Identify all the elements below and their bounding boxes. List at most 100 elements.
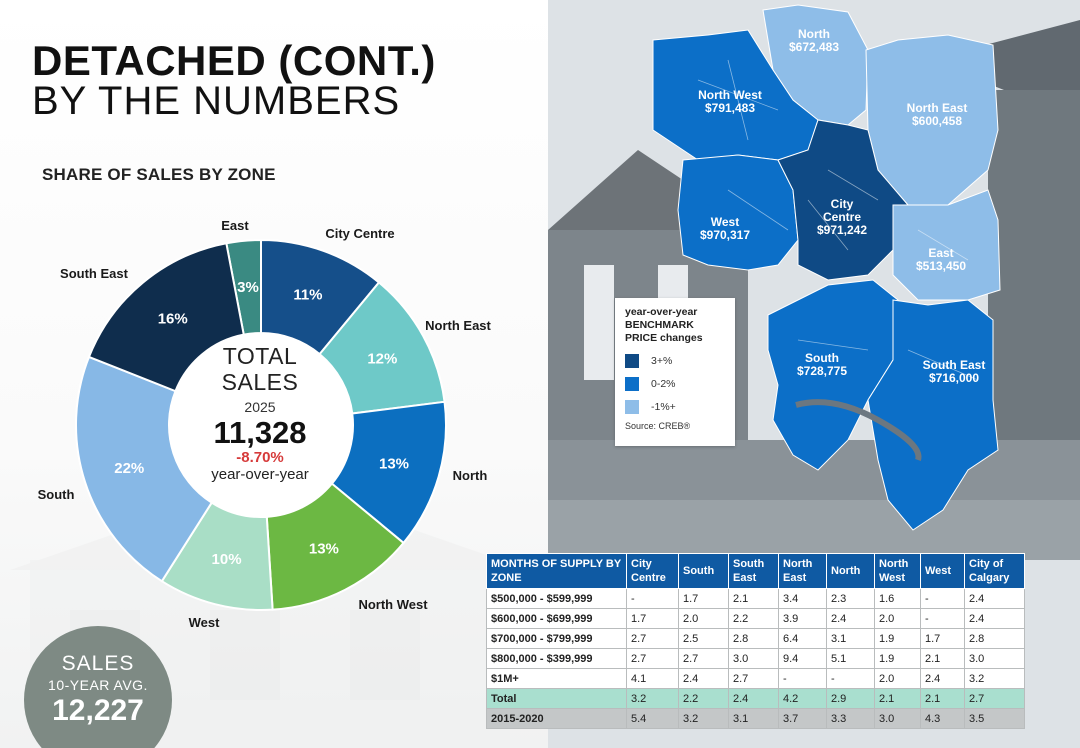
ten-year-avg-badge: SALES 10-YEAR AVG. 12,227 [24, 626, 172, 748]
slice-percent-label: 13% [309, 540, 339, 557]
row-label: $500,000 - $599,999 [486, 588, 627, 609]
slice-percent-label: 16% [158, 310, 188, 327]
table-cell: - [778, 668, 827, 689]
map-zone-label: North $672,483 [789, 27, 839, 54]
table-cell: 4.1 [626, 668, 679, 689]
zone-label: North East [425, 318, 491, 333]
column-header: City Centre [626, 553, 679, 589]
section-title: SHARE OF SALES BY ZONE [42, 165, 276, 184]
total-label-line2: SALES [221, 369, 299, 395]
table-row: $1M+ 4.1 2.4 2.7- -2.0 2.4 3.2 [486, 668, 1025, 689]
table-row: $600,000 - $699,999 1.7 2.0 2.2 3.9 2.4 2.0-2.… [486, 608, 1025, 629]
table-cell: 3.5 [964, 708, 1025, 729]
legend-item: 0-2% [625, 377, 725, 391]
table-cell: 3.2 [678, 708, 729, 729]
table-cell: 2.4 [678, 668, 729, 689]
slice-percent-label: 13% [379, 456, 409, 473]
total-value: 11,328 [213, 415, 307, 450]
page-title: DETACHED (CONT.) [32, 37, 436, 84]
column-header: City of Calgary [964, 553, 1025, 589]
legend-label: 3+% [651, 355, 673, 367]
table-cell: 2.7 [626, 648, 679, 669]
zone-label: West [189, 615, 220, 630]
legend-label: 0-2% [651, 378, 676, 390]
table-cell: - [626, 588, 679, 609]
table-cell: 4.2 [778, 688, 827, 709]
column-header: North East [778, 553, 827, 589]
table-cell: 6.4 [778, 628, 827, 649]
legend-source: Source: CREB® [625, 421, 691, 431]
legend-swatch [625, 354, 639, 368]
total-change: -8.70% [236, 449, 284, 466]
table-cell: 1.7 [678, 588, 729, 609]
table-cell: 2.1 [920, 688, 965, 709]
table-cell: 1.9 [874, 628, 921, 649]
map-zone-label: East $513,450 [916, 246, 966, 273]
slice-percent-label: 10% [212, 551, 242, 568]
legend-title: year-over-year BENCHMARK PRICE changes [625, 306, 703, 344]
legend-swatch [625, 400, 639, 414]
column-header: South [678, 553, 729, 589]
table-cell: - [826, 668, 875, 689]
table-cell: 3.4 [778, 588, 827, 609]
table-cell: 1.7 [626, 608, 679, 629]
table-header-title: MONTHS OF SUPPLY BY ZONE [486, 553, 627, 589]
table-row: 2015-2020 5.4 3.2 3.1 3.7 3.3 3.0 4.3 3.5 [486, 708, 1025, 729]
slice-percent-label: 11% [293, 287, 322, 304]
table-cell: 3.3 [826, 708, 875, 729]
slice-percent-label: 3% [237, 279, 259, 296]
table-cell: 2.2 [728, 608, 779, 629]
table-cell: 3.0 [728, 648, 779, 669]
donut-hole [169, 333, 353, 517]
map-zone-label: South $728,775 [797, 351, 847, 378]
table-cell: 2.1 [920, 648, 965, 669]
table-cell: 5.1 [826, 648, 875, 669]
row-label: $800,000 - $399,999 [486, 648, 627, 669]
map-zones [652, 4, 1001, 531]
table-cell: 2.7 [678, 648, 729, 669]
table-header-row: MONTHS OF SUPPLY BY ZONE City Centre Sou… [486, 553, 1025, 589]
table-cell: 3.2 [626, 688, 679, 709]
table-cell: 2.4 [728, 688, 779, 709]
column-header: North West [874, 553, 921, 589]
table-cell: 2.5 [678, 628, 729, 649]
legend-swatch [625, 377, 639, 391]
total-year: 2025 [244, 399, 276, 415]
zone-label: South [38, 487, 75, 502]
table-row: $800,000 - $399,999 2.7 2.7 3.0 9.4 5.1 1.9 2.1… [486, 648, 1025, 669]
table-cell: 2.1 [728, 588, 779, 609]
map-zone-label: West $970,317 [700, 215, 750, 242]
legend-label: -1%+ [651, 401, 676, 413]
table-cell: 2.9 [826, 688, 875, 709]
table-body: $500,000 - $599,999-1.7 2.1 3.4 2.3 1.6-2.4 $… [486, 588, 1025, 729]
column-header: North [826, 553, 875, 589]
left-panel: DETACHED (CONT.) BY THE NUMBERS SHARE OF… [0, 0, 548, 748]
table-cell: 3.2 [964, 668, 1025, 689]
map-zone-label: South East $716,000 [923, 358, 986, 385]
table-row: $500,000 - $599,999-1.7 2.1 3.4 2.3 1.6-2.4 [486, 588, 1025, 609]
row-label: $1M+ [486, 668, 627, 689]
page-subtitle: BY THE NUMBERS [32, 79, 401, 123]
table-cell: 2.4 [826, 608, 875, 629]
zone-label: City Centre [325, 226, 394, 241]
table-cell: - [920, 608, 965, 629]
map-labels: North $672,483 North West $791,483 North Eas… [698, 27, 985, 385]
table-cell: 2.4 [964, 608, 1025, 629]
avg-line2: 10-YEAR AVG. [48, 677, 148, 693]
table-cell: 3.0 [964, 648, 1025, 669]
column-header: South East [728, 553, 779, 589]
table-cell: 2.1 [874, 688, 921, 709]
table-row: Total 3.2 2.2 2.4 4.2 2.9 2.1 2.1 2.7 [486, 688, 1025, 709]
zone-south [767, 279, 899, 471]
donut-chart: 3% East 11% City Centre 12% North East 13% Nort… [38, 218, 492, 630]
table-cell: 3.1 [728, 708, 779, 729]
table-cell: 1.7 [920, 628, 965, 649]
table-cell: 4.3 [920, 708, 965, 729]
table-cell: 2.8 [728, 628, 779, 649]
legend-item: 3+% [625, 354, 725, 368]
table-cell: 1.9 [874, 648, 921, 669]
total-change-label: year-over-year [211, 466, 309, 483]
table-cell: 3.9 [778, 608, 827, 629]
row-label: $700,000 - $799,999 [486, 628, 627, 649]
avg-value: 12,227 [52, 694, 144, 727]
